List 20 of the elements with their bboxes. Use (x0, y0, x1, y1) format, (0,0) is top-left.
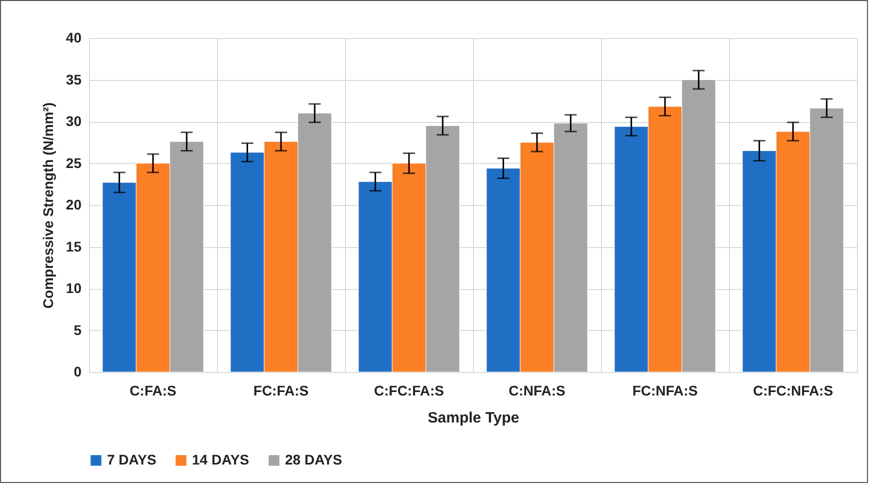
x-tick-label: C:NFA:S (508, 382, 566, 398)
y-tick-label: 10 (66, 280, 82, 296)
legend-label: 28 DAYS (285, 451, 342, 468)
y-tick-label: 35 (66, 71, 82, 88)
x-tick-label: FC:FA:S (253, 382, 309, 398)
y-axis-title: Compressive Strength (N/mm²) (40, 102, 56, 309)
y-tick-label: 5 (74, 322, 82, 338)
x-tick-label: C:FA:S (130, 382, 176, 398)
x-tick-label: FC:NFA:S (632, 382, 698, 398)
legend-label: 14 DAYS (192, 451, 250, 468)
y-tick-label: 30 (66, 113, 82, 129)
y-tick-label: 15 (66, 238, 82, 254)
legend-label: 7 DAYS (107, 451, 156, 468)
y-tick-label: 40 (66, 30, 82, 46)
y-tick-label: 0 (74, 364, 82, 380)
y-tick-label: 25 (66, 154, 82, 171)
x-tick-label: C:FC:NFA:S (752, 382, 834, 398)
x-axis-title: Sample Type (428, 410, 520, 426)
y-tick-label: 20 (66, 196, 82, 212)
x-tick-label: C:FC:FA:S (374, 382, 444, 398)
